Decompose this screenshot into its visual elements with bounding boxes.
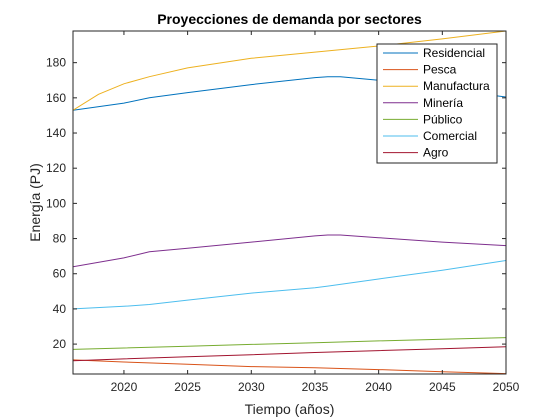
y-tick-label: 60 — [53, 267, 67, 281]
y-tick-label: 80 — [53, 232, 67, 246]
x-tick-label: 2020 — [111, 380, 138, 394]
y-tick-label: 160 — [46, 91, 66, 105]
legend-label-5: Comercial — [423, 129, 477, 143]
series-layer — [73, 31, 506, 374]
series-line-6 — [73, 346, 506, 362]
legend-label-3: Minería — [423, 96, 463, 110]
series-line-1 — [73, 359, 506, 374]
x-tick-label: 2045 — [429, 380, 456, 394]
x-axis-label: Tiempo (años) — [245, 401, 335, 417]
chart-title: Proyecciones de demanda por sectores — [157, 11, 422, 27]
y-tick-label: 140 — [46, 126, 66, 140]
y-tick-label: 120 — [46, 161, 66, 175]
series-line-4 — [73, 337, 506, 350]
legend-label-1: Pesca — [423, 63, 457, 77]
series-line-5 — [73, 260, 506, 310]
legend: Residencial Pesca Manufactura Minería Públic… — [376, 43, 498, 164]
legend-label-0: Residencial — [423, 46, 485, 60]
y-tick-label: 180 — [46, 56, 66, 70]
x-tick-label: 2030 — [238, 380, 265, 394]
y-tick-label: 100 — [46, 196, 66, 210]
x-tick-label: 2040 — [365, 380, 392, 394]
legend-label-6: Agro — [423, 146, 449, 160]
x-tick-label: 2035 — [302, 380, 329, 394]
legend-box — [376, 43, 498, 164]
y-axis-label: Energía (PJ) — [27, 163, 43, 242]
legend-label-4: Público — [423, 112, 463, 126]
x-tick-label: 2050 — [493, 380, 520, 394]
series-line-3 — [73, 234, 506, 268]
plot-frame — [72, 30, 507, 375]
legend-label-2: Manufactura — [423, 79, 490, 93]
series-line-2 — [73, 31, 506, 111]
x-tick-label: 2025 — [174, 380, 201, 394]
y-tick-label: 40 — [53, 302, 67, 316]
y-tick-label: 20 — [53, 337, 67, 351]
ticks-layer: 2020 2025 2030 2035 2040 2045 2050204060801001… — [46, 31, 520, 394]
